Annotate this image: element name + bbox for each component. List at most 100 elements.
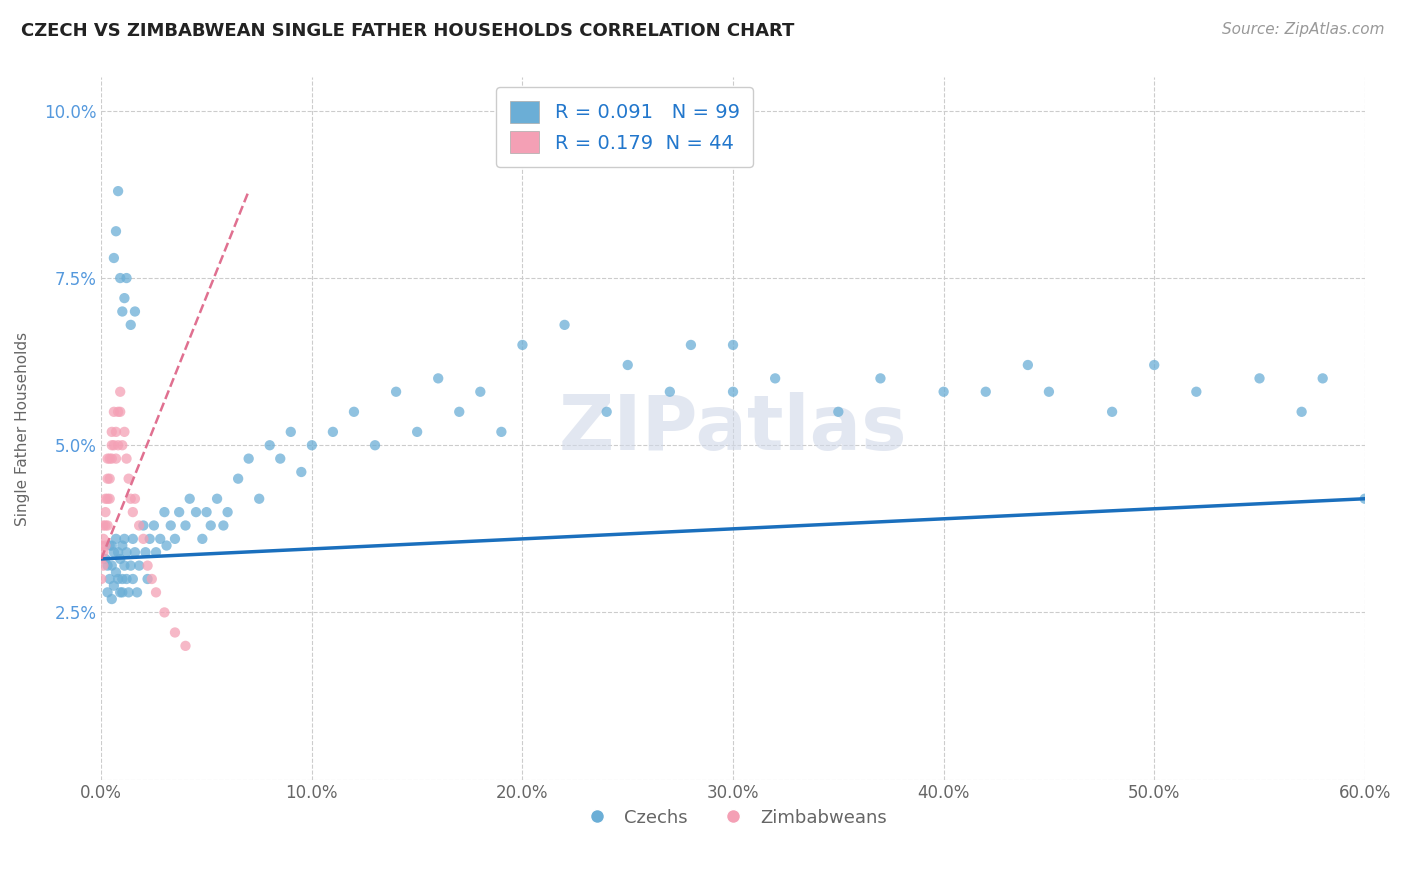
Point — [869, 371, 891, 385]
Point — [595, 405, 617, 419]
Point — [111, 585, 134, 599]
Point — [364, 438, 387, 452]
Point — [94, 518, 117, 533]
Point — [145, 585, 167, 599]
Point — [101, 425, 124, 439]
Point — [470, 384, 492, 399]
Point — [94, 505, 117, 519]
Text: ZIPatlas: ZIPatlas — [558, 392, 907, 466]
Point — [763, 371, 786, 385]
Point — [1312, 371, 1334, 385]
Point — [153, 505, 176, 519]
Point — [112, 291, 135, 305]
Point — [1038, 384, 1060, 399]
Point — [163, 625, 186, 640]
Point — [115, 572, 138, 586]
Point — [1291, 405, 1313, 419]
Point — [191, 532, 214, 546]
Point — [112, 532, 135, 546]
Point — [259, 438, 281, 452]
Point — [112, 425, 135, 439]
Point — [136, 572, 159, 586]
Point — [145, 545, 167, 559]
Point — [159, 518, 181, 533]
Point — [679, 338, 702, 352]
Point — [406, 425, 429, 439]
Point — [128, 558, 150, 573]
Point — [97, 491, 120, 506]
Point — [121, 572, 143, 586]
Point — [98, 572, 121, 586]
Point — [115, 545, 138, 559]
Point — [104, 566, 127, 580]
Point — [98, 472, 121, 486]
Point — [1185, 384, 1208, 399]
Point — [290, 465, 312, 479]
Point — [658, 384, 681, 399]
Point — [94, 539, 117, 553]
Point — [280, 425, 302, 439]
Point — [97, 472, 120, 486]
Point — [101, 539, 124, 553]
Point — [1249, 371, 1271, 385]
Point — [153, 606, 176, 620]
Point — [104, 425, 127, 439]
Point — [134, 545, 156, 559]
Point — [269, 451, 291, 466]
Point — [97, 585, 120, 599]
Point — [90, 572, 112, 586]
Point — [322, 425, 344, 439]
Point — [301, 438, 323, 452]
Point — [138, 532, 160, 546]
Point — [163, 532, 186, 546]
Point — [111, 572, 134, 586]
Point — [98, 539, 121, 553]
Point — [108, 384, 131, 399]
Point — [125, 585, 148, 599]
Point — [103, 438, 125, 452]
Point — [1143, 358, 1166, 372]
Point — [226, 472, 249, 486]
Point — [93, 532, 115, 546]
Point — [107, 438, 129, 452]
Point — [90, 539, 112, 553]
Point — [107, 572, 129, 586]
Legend: Czechs, Zimbabweans: Czechs, Zimbabweans — [572, 801, 894, 834]
Point — [554, 318, 576, 332]
Point — [104, 532, 127, 546]
Point — [93, 558, 115, 573]
Point — [98, 491, 121, 506]
Point — [124, 304, 146, 318]
Point — [97, 451, 120, 466]
Point — [117, 585, 139, 599]
Point — [120, 318, 142, 332]
Point — [124, 491, 146, 506]
Point — [112, 558, 135, 573]
Point — [128, 518, 150, 533]
Point — [101, 438, 124, 452]
Point — [132, 518, 155, 533]
Point — [238, 451, 260, 466]
Point — [107, 545, 129, 559]
Point — [108, 271, 131, 285]
Point — [827, 405, 849, 419]
Point — [98, 451, 121, 466]
Point — [120, 491, 142, 506]
Point — [141, 572, 163, 586]
Point — [449, 405, 471, 419]
Point — [136, 558, 159, 573]
Point — [107, 405, 129, 419]
Point — [205, 491, 228, 506]
Point — [103, 579, 125, 593]
Point — [93, 518, 115, 533]
Point — [124, 545, 146, 559]
Point — [103, 545, 125, 559]
Point — [104, 224, 127, 238]
Point — [343, 405, 366, 419]
Point — [721, 384, 744, 399]
Point — [385, 384, 408, 399]
Point — [115, 451, 138, 466]
Point — [491, 425, 513, 439]
Point — [101, 592, 124, 607]
Point — [200, 518, 222, 533]
